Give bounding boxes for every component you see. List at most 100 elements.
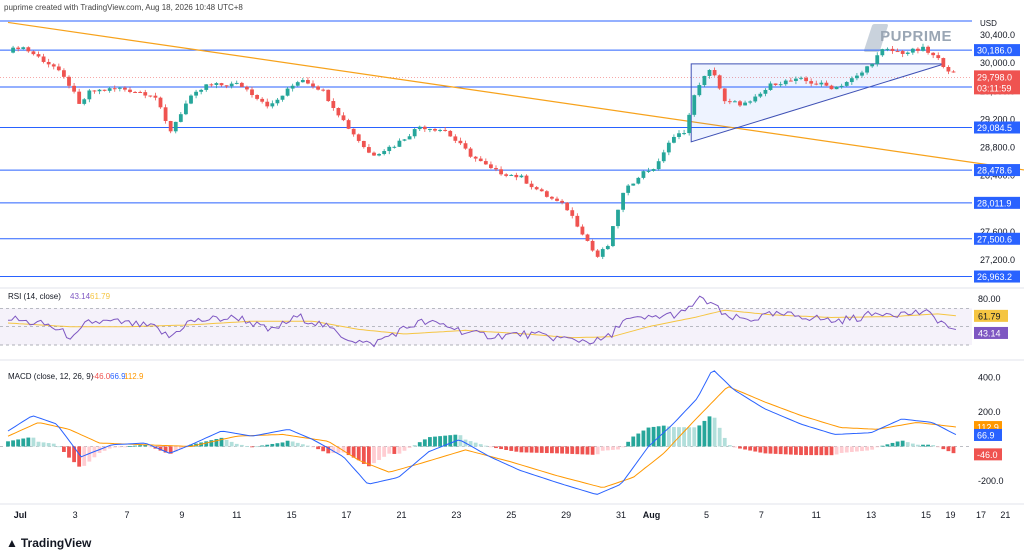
candle-body[interactable]: [245, 86, 249, 90]
macd-histogram-bar[interactable]: [595, 446, 600, 455]
candle-body[interactable]: [580, 226, 585, 235]
macd-histogram-bar[interactable]: [239, 444, 244, 447]
candle-body[interactable]: [936, 55, 941, 59]
candle-body[interactable]: [855, 75, 859, 79]
macd-histogram-bar[interactable]: [173, 446, 178, 452]
candle-body[interactable]: [458, 140, 463, 144]
macd-histogram-bar[interactable]: [417, 442, 422, 447]
candle-body[interactable]: [234, 82, 239, 84]
candle-body[interactable]: [478, 158, 483, 162]
macd-histogram-bar[interactable]: [550, 446, 554, 454]
candle-body[interactable]: [514, 174, 519, 178]
candle-body[interactable]: [682, 133, 686, 135]
macd-histogram-bar[interactable]: [443, 435, 448, 447]
candle-body[interactable]: [804, 77, 808, 82]
level-price-tag[interactable]: [974, 270, 1020, 283]
candle-body[interactable]: [443, 129, 448, 131]
macd-histogram-bar[interactable]: [875, 446, 880, 448]
candle-body[interactable]: [550, 196, 554, 199]
macd-histogram-bar[interactable]: [839, 446, 844, 453]
candle-body[interactable]: [11, 47, 15, 53]
macd-histogram-bar[interactable]: [631, 436, 636, 447]
candle-body[interactable]: [209, 84, 214, 86]
macd-histogram-bar[interactable]: [748, 446, 753, 451]
macd-histogram-bar[interactable]: [855, 446, 859, 452]
macd-histogram-bar[interactable]: [255, 446, 259, 448]
candle-body[interactable]: [529, 183, 534, 188]
candle-body[interactable]: [707, 70, 712, 76]
candle-body[interactable]: [77, 91, 82, 104]
candle-body[interactable]: [336, 108, 341, 116]
rsi-ma-value-tag[interactable]: [974, 309, 1008, 322]
macd-histogram-bar[interactable]: [397, 446, 402, 454]
candle-body[interactable]: [916, 48, 920, 51]
macd-histogram-bar[interactable]: [270, 443, 275, 447]
macd-histogram-value-tag[interactable]: [974, 448, 1002, 461]
macd-histogram-bar[interactable]: [214, 439, 219, 447]
macd-histogram-bar[interactable]: [336, 446, 341, 453]
candle-body[interactable]: [148, 95, 153, 97]
candle-body[interactable]: [666, 142, 671, 153]
macd-histogram-bar[interactable]: [77, 446, 82, 467]
level-price-tag[interactable]: [974, 164, 1020, 177]
macd-histogram-bar[interactable]: [712, 417, 717, 447]
candle-body[interactable]: [117, 87, 122, 89]
macd-histogram-bar[interactable]: [799, 446, 803, 456]
candle-body[interactable]: [611, 226, 615, 247]
macd-histogram-bar[interactable]: [265, 444, 270, 447]
candle-body[interactable]: [524, 175, 529, 184]
macd-histogram-bar[interactable]: [555, 446, 559, 454]
candle-body[interactable]: [341, 115, 346, 121]
macd-histogram-bar[interactable]: [575, 446, 580, 455]
candle-body[interactable]: [712, 70, 717, 76]
candle-body[interactable]: [189, 95, 193, 104]
macd-histogram-bar[interactable]: [544, 446, 549, 454]
candle-body[interactable]: [107, 88, 112, 91]
macd-histogram-bar[interactable]: [824, 446, 829, 456]
current-price-tag[interactable]: [974, 70, 1020, 95]
candle-body[interactable]: [499, 169, 503, 175]
macd-histogram-bar[interactable]: [473, 442, 478, 447]
candle-body[interactable]: [356, 134, 361, 141]
candle-body[interactable]: [275, 99, 280, 104]
candle-body[interactable]: [326, 89, 331, 102]
candle-body[interactable]: [717, 75, 722, 89]
macd-histogram-bar[interactable]: [656, 426, 661, 447]
macd-histogram-bar[interactable]: [478, 444, 483, 447]
macd-histogram-bar[interactable]: [605, 446, 610, 451]
macd-histogram-bar[interactable]: [128, 446, 132, 447]
candle-body[interactable]: [224, 85, 229, 87]
macd-histogram-bar[interactable]: [565, 446, 570, 454]
candle-body[interactable]: [184, 103, 188, 115]
macd-histogram-bar[interactable]: [946, 446, 951, 452]
candle-body[interactable]: [783, 80, 788, 85]
macd-histogram-bar[interactable]: [494, 446, 498, 449]
macd-histogram-bar[interactable]: [829, 446, 834, 456]
candle-body[interactable]: [387, 146, 392, 152]
macd-histogram-bar[interactable]: [722, 437, 727, 447]
macd-histogram-bar[interactable]: [641, 430, 646, 447]
candle-body[interactable]: [860, 72, 864, 76]
macd-histogram-bar[interactable]: [910, 443, 915, 447]
macd-histogram-bar[interactable]: [204, 441, 209, 447]
macd-histogram-bar[interactable]: [651, 426, 656, 447]
candle-body[interactable]: [163, 107, 168, 122]
candle-body[interactable]: [697, 85, 702, 96]
level-price-tag[interactable]: [974, 232, 1020, 245]
macd-histogram-bar[interactable]: [361, 446, 366, 464]
macd-histogram-bar[interactable]: [377, 446, 381, 460]
candle-body[interactable]: [397, 140, 402, 147]
candle-body[interactable]: [453, 136, 458, 141]
macd-histogram-bar[interactable]: [123, 446, 127, 448]
candle-body[interactable]: [239, 82, 244, 87]
candle-body[interactable]: [560, 200, 564, 203]
macd-histogram-bar[interactable]: [844, 446, 849, 453]
macd-histogram-bar[interactable]: [499, 446, 503, 450]
macd-histogram-bar[interactable]: [438, 436, 442, 447]
candle-body[interactable]: [489, 164, 493, 169]
macd-histogram-bar[interactable]: [382, 446, 387, 457]
candle-body[interactable]: [626, 185, 631, 193]
candle-body[interactable]: [265, 101, 270, 107]
macd-histogram-bar[interactable]: [941, 446, 946, 450]
